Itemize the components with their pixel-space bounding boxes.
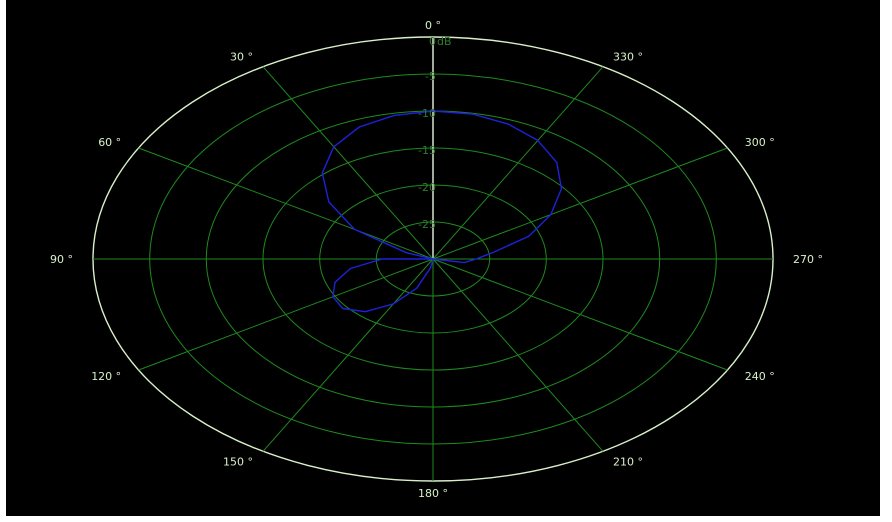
angle-spoke xyxy=(432,258,728,371)
angle-spoke xyxy=(432,258,604,452)
angle-spoke xyxy=(432,66,604,260)
series-line xyxy=(321,110,563,313)
angle-tick-label: 180 ° xyxy=(418,487,448,500)
radial-tick-label: -5 xyxy=(425,70,436,83)
radial-unit-label: dB xyxy=(437,35,452,48)
polar-plot-area: 0 -5 -10 -15 -20 -25 dB 0 ° 30 ° 60 ° 90 ° 120 ° 150… xyxy=(6,0,880,516)
radial-tick-label: 0 xyxy=(429,35,436,48)
angle-spoke xyxy=(138,258,434,371)
angle-spoke xyxy=(432,147,728,260)
angle-tick-label: 240 ° xyxy=(745,370,775,383)
angle-tick-label: 300 ° xyxy=(745,136,775,149)
angle-tick-label: 120 ° xyxy=(91,370,121,383)
radial-tick-label: -15 xyxy=(418,144,436,157)
angle-spoke xyxy=(262,258,434,452)
radial-tick-label: -10 xyxy=(418,107,436,120)
angle-tick-label: 90 ° xyxy=(50,253,73,266)
polar-chart: 0 -5 -10 -15 -20 -25 dB 0 ° 30 ° 60 ° 90 ° 120 ° 150… xyxy=(50,19,823,500)
radial-tick-label: -20 xyxy=(418,181,436,194)
radial-tick-label: -25 xyxy=(418,218,436,231)
angle-tick-label: 0 ° xyxy=(425,19,441,32)
angle-spoke xyxy=(138,147,434,260)
angle-tick-label: 270 ° xyxy=(793,253,823,266)
angle-tick-label: 30 ° xyxy=(230,50,253,63)
angle-tick-label: 330 ° xyxy=(613,50,643,63)
angle-tick-label: 210 ° xyxy=(613,456,643,469)
angle-tick-label: 60 ° xyxy=(98,136,121,149)
angle-spoke xyxy=(262,66,434,260)
angle-tick-label: 150 ° xyxy=(223,456,253,469)
